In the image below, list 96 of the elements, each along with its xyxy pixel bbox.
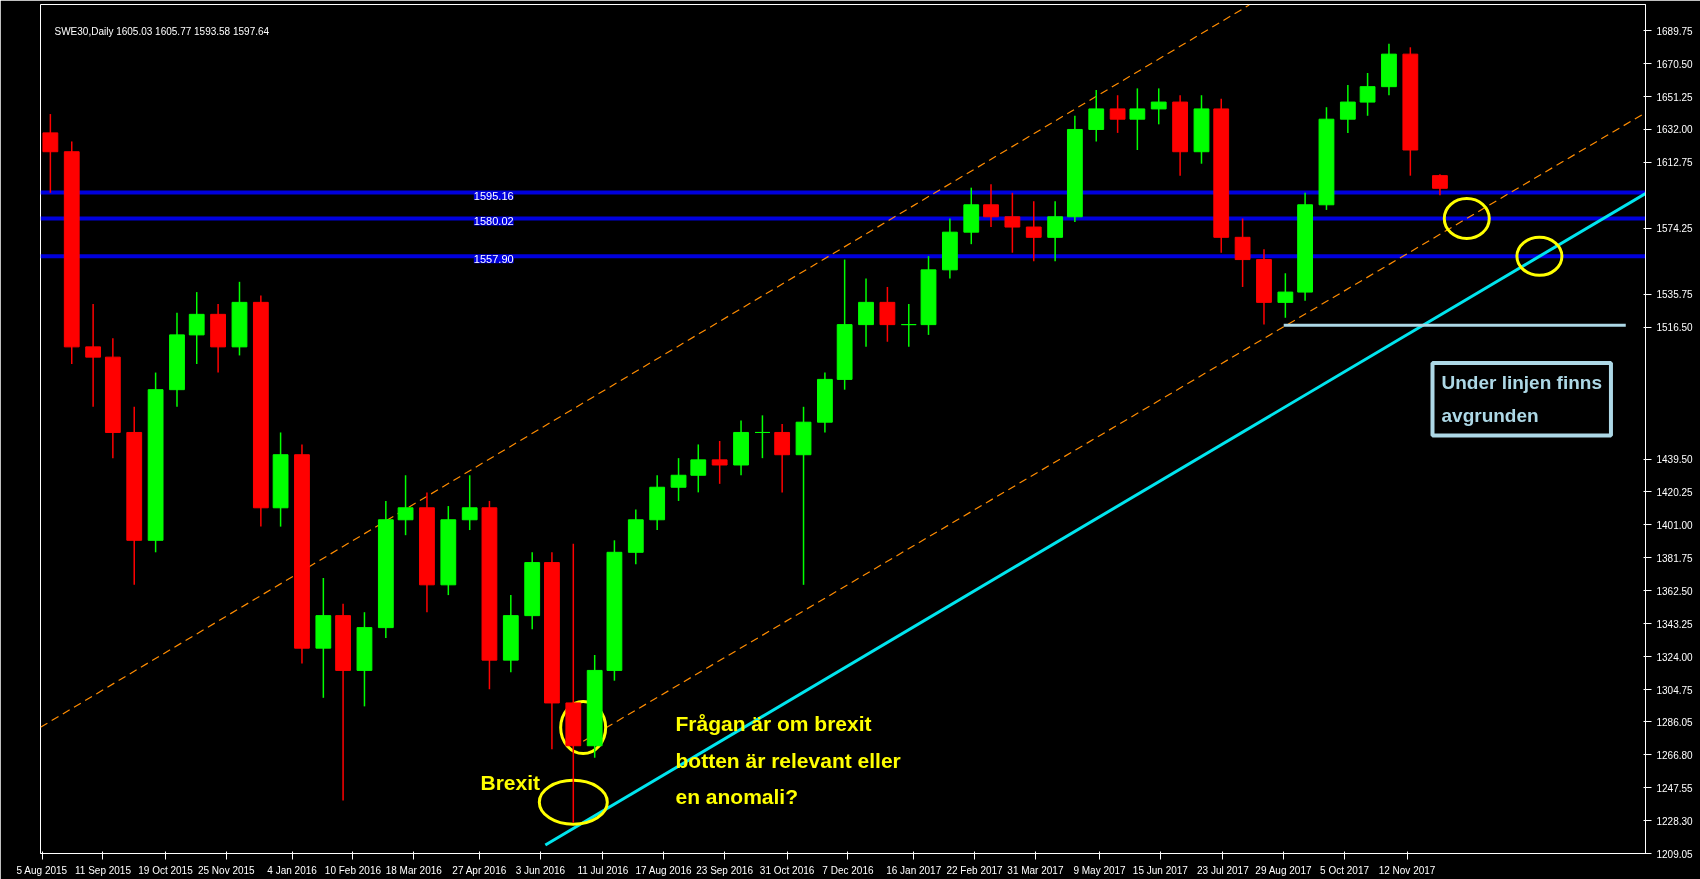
text: SWE30,Daily 1605.03 1605.77 1593.58 1597.64 bbox=[54, 25, 270, 37]
candlestick bbox=[1318, 106, 1335, 211]
x-tick-label: 17 Aug 2016 bbox=[635, 864, 692, 876]
y-tick-label: 1362.50 bbox=[1656, 585, 1694, 597]
y-tick-label: 1343.25 bbox=[1656, 618, 1694, 630]
x-tick-label: 22 Feb 2017 bbox=[946, 864, 1004, 876]
y-tick-label: 1689.75 bbox=[1656, 25, 1694, 37]
candlestick bbox=[586, 654, 603, 759]
x-tick-label: 16 Jan 2017 bbox=[886, 864, 942, 876]
candlestick bbox=[1234, 217, 1251, 288]
x-tick-label: 31 Oct 2016 bbox=[759, 864, 815, 876]
y-tick-label: 1612.75 bbox=[1656, 157, 1694, 169]
x-tick-label: 5 Oct 2017 bbox=[1320, 864, 1370, 876]
x-tick-label: 5 Aug 2015 bbox=[16, 864, 68, 876]
y-tick-label: 1324.00 bbox=[1656, 651, 1694, 663]
y-tick-label: 1381.75 bbox=[1656, 552, 1694, 564]
y-tick-label: 1439.50 bbox=[1656, 454, 1694, 465]
x-tick-label: 4 Jan 2016 bbox=[267, 864, 318, 876]
candlestick bbox=[1047, 200, 1064, 263]
y-tick-label: 1286.05 bbox=[1656, 716, 1694, 728]
ref-line-label: 1557.90 bbox=[473, 253, 514, 266]
x-tick-label: 10 Feb 2016 bbox=[324, 864, 382, 876]
candlestick bbox=[1402, 46, 1419, 177]
candlestick bbox=[147, 371, 164, 554]
candlestick bbox=[1339, 84, 1356, 134]
candlestick bbox=[1025, 200, 1042, 263]
candlestick bbox=[754, 414, 771, 459]
y-tick-label: 1651.25 bbox=[1656, 91, 1694, 103]
y-tick-label: 1574.25 bbox=[1656, 223, 1694, 235]
candlestick bbox=[63, 140, 80, 365]
candlestick bbox=[627, 508, 644, 566]
candlestick bbox=[1109, 94, 1126, 134]
candlestick bbox=[85, 303, 102, 408]
x-tick-label: 23 Sep 2016 bbox=[696, 864, 754, 876]
candlestick bbox=[920, 255, 937, 336]
x-tick-label: 25 Nov 2015 bbox=[197, 864, 256, 876]
candlestick bbox=[1381, 43, 1397, 96]
y-tick-label: 1266.80 bbox=[1656, 749, 1694, 761]
x-tick-label: 23 Jul 2017 bbox=[1197, 864, 1250, 876]
candlestick bbox=[1150, 87, 1167, 126]
annotation: Under linjen finns avgrunden bbox=[1441, 371, 1602, 427]
x-tick-label: 11 Jul 2016 bbox=[577, 864, 629, 876]
candlestick bbox=[397, 474, 414, 536]
y-tick-label: 1401.00 bbox=[1656, 519, 1694, 531]
candlestick bbox=[879, 286, 896, 343]
y-tick-label: 1209.05 bbox=[1656, 848, 1694, 860]
y-tick-label: 1247.55 bbox=[1656, 782, 1694, 794]
y-tick-label: 1304.75 bbox=[1656, 684, 1694, 696]
candlestick bbox=[1088, 89, 1105, 143]
x-tick-label: 31 Mar 2017 bbox=[1007, 864, 1064, 876]
x-tick-label: 27 Apr 2016 bbox=[452, 864, 507, 876]
x-tick-label: 15 Jun 2017 bbox=[1132, 864, 1189, 876]
y-tick-label: 1420.25 bbox=[1656, 486, 1694, 498]
candlestick bbox=[356, 611, 373, 708]
candlestick bbox=[690, 443, 707, 494]
ref-line-label: 1580.02 bbox=[473, 215, 514, 228]
candlestick bbox=[900, 303, 917, 348]
candlestick bbox=[42, 113, 59, 194]
candlestick bbox=[565, 542, 582, 824]
candlestick bbox=[188, 291, 205, 365]
candlestick bbox=[440, 505, 457, 596]
x-tick-label: 18 Mar 2016 bbox=[385, 864, 443, 876]
x-tick-label: 29 Aug 2017 bbox=[1255, 864, 1312, 876]
x-tick-label: 12 Nov 2017 bbox=[1378, 864, 1436, 876]
candlestick bbox=[481, 500, 498, 690]
y-tick-label: 1670.50 bbox=[1656, 58, 1694, 70]
candlestick bbox=[272, 431, 289, 528]
x-tick-label: 9 May 2017 bbox=[1073, 864, 1127, 876]
candlestick bbox=[502, 594, 519, 673]
candlestick bbox=[1129, 87, 1146, 151]
candlestick bbox=[733, 419, 749, 477]
candlestick bbox=[210, 303, 226, 374]
candlestick bbox=[315, 577, 332, 699]
x-tick-label: 7 Dec 2016 bbox=[822, 864, 874, 876]
candlestick bbox=[606, 539, 623, 682]
candlestick bbox=[1359, 72, 1376, 117]
annotation: Brexit bbox=[480, 770, 541, 794]
ref-line-label: 1595.16 bbox=[473, 189, 514, 202]
y-tick-label: 1535.75 bbox=[1656, 289, 1694, 301]
x-tick-label: 11 Sep 2015 bbox=[75, 864, 132, 876]
x-tick-label: 19 Oct 2015 bbox=[138, 864, 194, 876]
candlestick bbox=[670, 457, 687, 502]
candlestick bbox=[1193, 94, 1210, 165]
candlestick bbox=[795, 406, 812, 586]
candlestick bbox=[711, 440, 728, 485]
y-tick-label: 1632.00 bbox=[1656, 124, 1694, 136]
y-tick-label: 1516.50 bbox=[1656, 322, 1694, 334]
candlestick bbox=[461, 474, 478, 531]
candlestick bbox=[1004, 192, 1021, 254]
candlestick bbox=[836, 258, 853, 391]
y-tick-label: 1228.30 bbox=[1656, 815, 1694, 827]
candlestick bbox=[1432, 173, 1448, 196]
candlestick bbox=[231, 281, 248, 357]
candlestick bbox=[1277, 272, 1294, 319]
x-tick-label: 3 Jun 2016 bbox=[515, 864, 566, 876]
candlestick bbox=[963, 186, 980, 245]
